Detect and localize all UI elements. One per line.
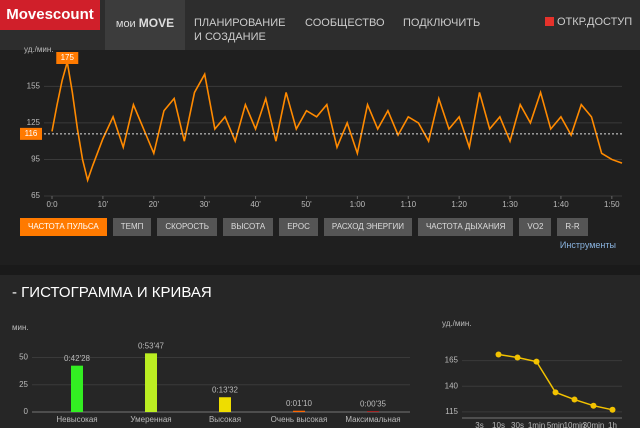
tab[interactable]: ЧАСТОТА ПУЛЬСА xyxy=(20,218,107,236)
x-tick-label: 10' xyxy=(98,200,109,209)
x-tick-label: 1min xyxy=(528,421,545,428)
my-bold: MOVE xyxy=(138,16,175,30)
y-tick-label: 0 xyxy=(24,407,29,416)
x-tick-label: 1h xyxy=(608,421,617,428)
x-tick-label: 1:20 xyxy=(451,200,467,209)
curve-line xyxy=(498,353,613,411)
tools-link[interactable]: Инструменты xyxy=(559,240,616,250)
x-tick-label: 0:0 xyxy=(46,200,58,209)
tab[interactable]: РАСХОД ЭНЕРГИИ xyxy=(323,218,412,236)
value-label: 0:42'28 xyxy=(64,354,91,363)
x-tick-label: 10s xyxy=(492,421,505,428)
value-label: 0:13'32 xyxy=(212,385,239,394)
tab[interactable]: ВЫСОТА xyxy=(223,218,274,236)
x-tick-label: 1:10 xyxy=(400,200,416,209)
x-tick-label: Высокая xyxy=(209,415,241,424)
tab[interactable]: ТЕМП xyxy=(112,218,152,236)
x-tick-label: 10min xyxy=(564,421,586,428)
value-label: 0:00'35 xyxy=(360,399,387,408)
heart-rate-line xyxy=(51,61,623,183)
y-tick-label: 115 xyxy=(445,407,458,416)
tab[interactable]: R-R xyxy=(557,218,588,236)
tab[interactable]: EPOC xyxy=(279,218,318,236)
y-tick-label: 165 xyxy=(445,356,459,365)
x-tick-label: Умеренная xyxy=(130,415,171,424)
curve-point xyxy=(571,396,578,403)
x-tick-label: 20' xyxy=(149,200,160,209)
curve-point xyxy=(609,406,616,413)
my-move[interactable]: мои MOVE xyxy=(105,0,185,50)
nav-item[interactable]: СООБЩЕСТВО xyxy=(305,17,385,29)
tab[interactable]: СКОРОСТЬ xyxy=(157,218,218,236)
tab[interactable]: ЧАСТОТА ДЫХАНИЯ xyxy=(417,218,514,236)
x-tick-label: 50' xyxy=(301,200,312,209)
x-tick-label: 1:50 xyxy=(604,200,620,209)
y-axis-label: уд./мин. xyxy=(24,45,53,54)
share[interactable]: ОТКР.ДОСТУП xyxy=(545,16,632,28)
bar xyxy=(219,397,231,412)
x-tick-label: 30min xyxy=(583,421,605,428)
x-tick-label: 30s xyxy=(511,421,524,428)
curve-point xyxy=(514,354,521,361)
x-tick-label: Невысокая xyxy=(56,415,97,424)
curve-point xyxy=(552,389,559,396)
value-label: 0:01'10 xyxy=(286,399,313,408)
bar xyxy=(71,365,83,412)
logo[interactable]: Movescount xyxy=(0,0,100,30)
x-tick-label: 1:40 xyxy=(553,200,569,209)
tab[interactable]: VO2 xyxy=(519,218,552,236)
nav-item[interactable]: ПЛАНИРОВАНИЕ И СОЗДАНИЕ xyxy=(194,17,286,43)
tabs: ЧАСТОТА ПУЛЬСА ТЕМП СКОРОСТЬ ВЫСОТА EPOC РАСХ… xyxy=(20,218,588,236)
bar xyxy=(145,353,157,412)
x-tick-label: 1:00 xyxy=(350,200,366,209)
my-small: мои xyxy=(115,18,136,30)
max-box xyxy=(56,52,79,64)
value-label: 0:53'47 xyxy=(138,341,165,350)
y-tick-label: 140 xyxy=(445,381,459,390)
y-tick-label: 25 xyxy=(19,380,28,389)
y-axis-label: уд./мин. xyxy=(442,319,471,328)
share-label: ОТКР.ДОСТУП xyxy=(557,16,633,28)
x-tick-label: 30' xyxy=(199,200,210,209)
average-box xyxy=(20,127,42,140)
y-tick-label: 125 xyxy=(27,118,41,127)
x-tick-label: Максимальная xyxy=(345,415,400,424)
average-label: 116 xyxy=(25,129,38,138)
divider xyxy=(0,265,640,275)
max-label: 175 xyxy=(61,53,75,62)
y-axis-label: мин. xyxy=(12,323,29,332)
curve-point xyxy=(533,358,540,365)
section-title: - ГИСТОГРАММА И КРИВАЯ xyxy=(12,284,212,301)
curve-point xyxy=(590,402,597,409)
share-icon xyxy=(545,17,554,26)
bar xyxy=(293,410,305,412)
x-tick-label: 40' xyxy=(250,200,261,209)
y-tick-label: 95 xyxy=(31,155,40,164)
y-tick-label: 155 xyxy=(27,81,41,90)
section-title-text: ГИСТОГРАММА И КРИВАЯ xyxy=(21,284,212,301)
nav-item[interactable]: ПОДКЛЮЧИТЬ xyxy=(403,17,481,29)
y-tick-label: 65 xyxy=(31,191,40,200)
curve-point xyxy=(495,351,502,358)
bar xyxy=(367,411,379,412)
y-tick-label: 50 xyxy=(19,353,28,362)
x-tick-label: 3s xyxy=(475,421,483,428)
x-tick-label: 1:30 xyxy=(502,200,518,209)
x-tick-label: Очень высокая xyxy=(271,415,328,424)
x-tick-label: 5min xyxy=(547,421,564,428)
